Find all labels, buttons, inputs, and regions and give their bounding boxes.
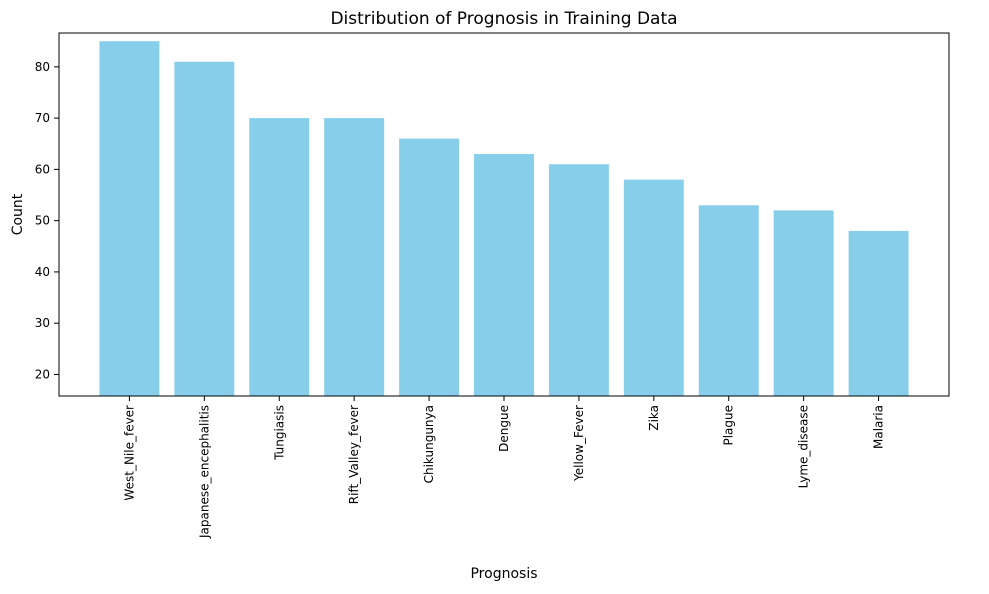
x-tick-label: Dengue <box>497 405 511 452</box>
x-tick-label: Tungiasis <box>272 405 286 461</box>
y-axis-label: Count <box>10 193 26 235</box>
bar-zika <box>623 179 684 396</box>
x-tick-label: Zika <box>647 405 661 431</box>
y-tick-label: 20 <box>35 367 50 381</box>
x-tick-label: Rift_Valley_fever <box>347 405 361 504</box>
x-tick-label: Plague <box>722 405 736 446</box>
bar-yellow-fever <box>548 164 609 396</box>
bar-plague <box>698 205 759 396</box>
chart-title: Distribution of Prognosis in Training Da… <box>330 9 677 29</box>
bar-tungiasis <box>249 118 310 396</box>
y-axis-ticks: 20 30 40 50 60 70 80 <box>35 60 59 381</box>
x-axis-ticks: West_Nile_fever Japanese_encephalitis Tung… <box>122 396 886 539</box>
bar-malaria <box>848 230 909 396</box>
bar-rift-valley-fever <box>324 118 385 396</box>
bars-layer <box>99 41 909 397</box>
x-tick-label: Japanese_encephalitis <box>197 405 211 539</box>
x-axis-label: Prognosis <box>470 566 537 582</box>
y-tick-label: 70 <box>35 111 50 125</box>
bar-japanese-encephalitis <box>174 61 235 397</box>
y-tick-label: 30 <box>35 316 50 330</box>
y-tick-label: 40 <box>35 265 50 279</box>
bar-lyme-disease <box>773 210 834 396</box>
bar-west-nile-fever <box>99 41 160 396</box>
x-tick-label: Lyme_disease <box>797 405 811 488</box>
x-tick-label: West_Nile_fever <box>122 405 136 501</box>
x-tick-label: Yellow_Fever <box>572 405 586 482</box>
y-tick-label: 60 <box>35 162 50 176</box>
x-tick-label: Malaria <box>872 405 886 449</box>
bar-dengue <box>474 154 534 396</box>
bar-chikungunya <box>399 138 460 396</box>
y-tick-label: 80 <box>35 60 50 74</box>
x-tick-label: Chikungunya <box>422 405 436 483</box>
y-tick-label: 50 <box>35 214 50 228</box>
